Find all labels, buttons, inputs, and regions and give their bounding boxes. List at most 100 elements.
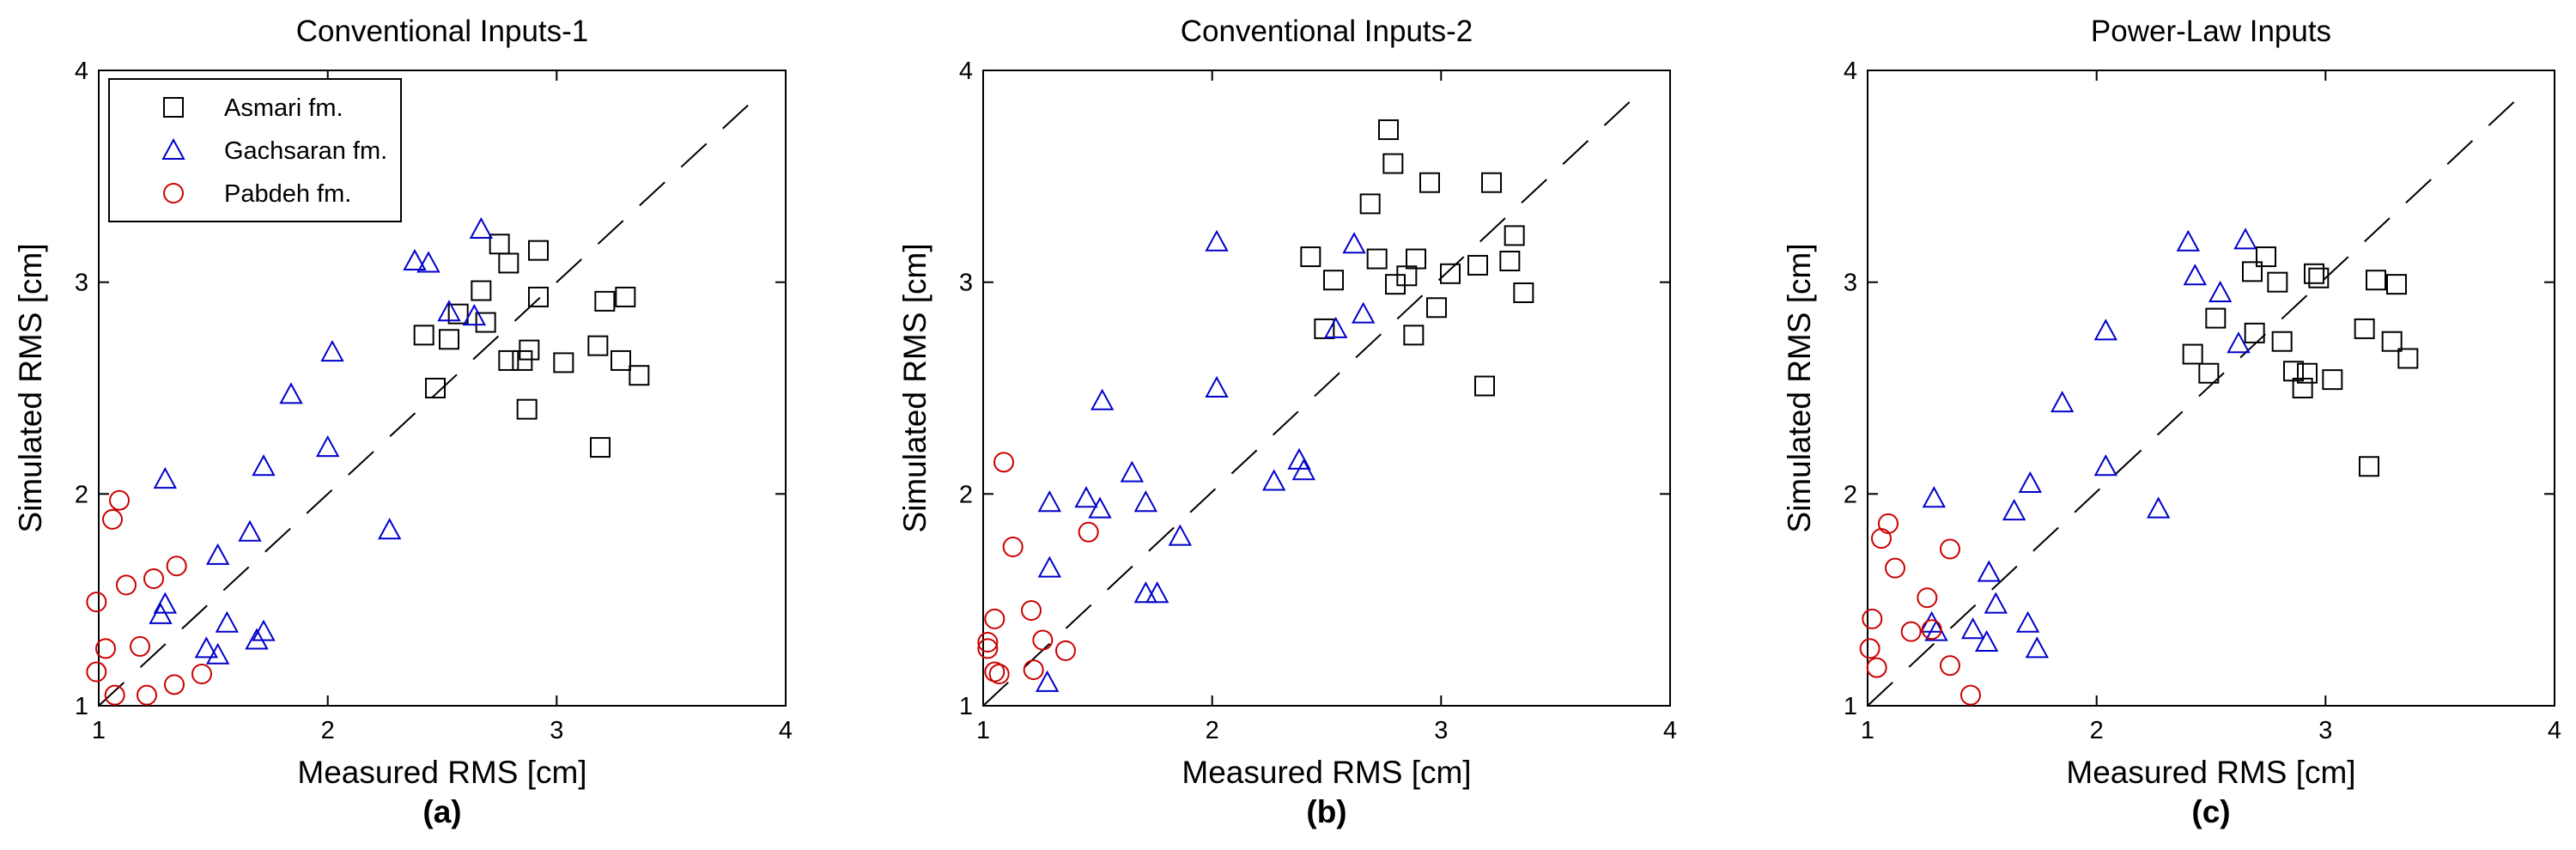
pabdeh-fm-point [1900, 621, 1922, 642]
gachsaran-fm-point [377, 518, 402, 540]
asmari-fm-point [519, 339, 540, 361]
gachsaran-fm-point [320, 339, 344, 362]
asmari-fm-point [1359, 193, 1381, 215]
asmari-fm-point [2244, 322, 2265, 343]
asmari-fm-point [553, 352, 574, 373]
asmari-fm-point [2308, 267, 2330, 288]
panel-c-y-tick-label: 1 [1844, 693, 1857, 720]
panel-c-label: (c) [2191, 794, 2230, 829]
asmari-fm-point [615, 286, 636, 307]
panel-b-y-axis-label: Simulated RMS [cm] [897, 243, 933, 532]
asmari-fm-point [587, 335, 609, 356]
panel-b-x-tick-label: 4 [1663, 717, 1677, 744]
gachsaran-fm-point [2015, 610, 2040, 633]
pabdeh-fm-point [1940, 538, 1960, 560]
panel-c-tick-marks [1868, 70, 2555, 706]
gachsaran-fm-point [2093, 454, 2118, 477]
gachsaran-fm-point [2227, 331, 2251, 354]
asmari-fm-point [2359, 456, 2379, 477]
panel-c-x-tick-label: 4 [2548, 717, 2561, 744]
gachsaran-fm-point [205, 543, 230, 565]
legend-label-asmari: Asmari fm. [224, 94, 343, 122]
panel-a-reference-line [98, 101, 752, 707]
asmari-fm-point [2182, 343, 2203, 365]
asmari-fm-point [498, 252, 519, 274]
gachsaran-fm-point [1960, 617, 1985, 640]
gachsaran-fm-point [1120, 460, 1145, 483]
pabdeh-fm-point [166, 556, 187, 577]
asmari-fm-point [2304, 263, 2324, 284]
asmari-fm-point [2381, 331, 2403, 352]
panel-c-plot-frame [1867, 70, 2555, 707]
panel-b-y-tick-label: 3 [959, 270, 973, 297]
asmari-fm-point [1396, 265, 1418, 287]
pabdeh-fm-point [1940, 655, 1960, 677]
gachsaran-fm-point [2176, 229, 2201, 252]
panel-b-y-tick-label: 4 [959, 58, 973, 85]
gachsaran-fm-point [2208, 280, 2233, 302]
panel-a-y-ticks: 1 2 3 4 [75, 58, 88, 720]
panel-a-y-tick-label: 1 [75, 693, 88, 720]
pabdeh-fm-point [977, 638, 999, 659]
pabdeh-fm-point [1055, 640, 1076, 661]
panel-b-y-tick-label: 1 [959, 693, 973, 720]
gachsaran-fm-point [1074, 486, 1098, 508]
panel-c: Power-Law Inputs 1 2 3 4 1 2 3 4 Measure… [1782, 15, 2561, 829]
gachsaran-fm-point [1133, 581, 1158, 604]
gachsaran-fm-point [403, 248, 427, 270]
panel-a-y-tick-label: 2 [75, 481, 88, 508]
asmari-fm-point [594, 290, 616, 312]
gachsaran-fm-point [2183, 264, 2208, 286]
gachsaran-fm-point [1974, 629, 1999, 652]
pabdeh-fm-point [191, 664, 212, 684]
gachsaran-fm-point [2025, 636, 2050, 659]
gachsaran-fm-point [2146, 496, 2171, 519]
pabdeh-fm-point [130, 635, 150, 657]
panel-c-y-axis-label: Simulated RMS [cm] [1782, 243, 1817, 532]
panel-b-plot-frame [982, 70, 1671, 707]
legend-label-pabdeh: Pabdeh fm. [224, 180, 351, 208]
asmari-fm-point [498, 349, 519, 371]
pabdeh-fm-point [1960, 684, 1981, 706]
gachsaran-fm-point [252, 454, 276, 477]
pabdeh-fm-point [102, 508, 123, 530]
asmari-fm-point [512, 349, 533, 371]
gachsaran-fm-point [1977, 560, 2002, 582]
panel-b-x-axis-label: Measured RMS [cm] [1182, 755, 1471, 790]
legend-marker-asmari [163, 97, 184, 118]
gachsaran-fm-point [2233, 228, 2257, 250]
panel-c-x-ticks: 1 2 3 4 [1861, 717, 2561, 744]
pabdeh-fm-point [1032, 629, 1054, 651]
gachsaran-fm-point [2050, 391, 2075, 413]
gachsaran-fm-point [1205, 375, 1229, 398]
pabdeh-fm-point [1023, 659, 1044, 681]
asmari-fm-point [1499, 251, 1521, 271]
panel-a-plot-frame [98, 70, 787, 707]
gachsaran-fm-point [149, 602, 173, 624]
gachsaran-fm-point [1037, 490, 1062, 513]
asmari-fm-point [1419, 172, 1440, 193]
pabdeh-fm-point [86, 592, 107, 613]
asmari-fm-point [475, 312, 496, 333]
pabdeh-fm-point [1878, 513, 1899, 534]
panel-b-y-ticks: 1 2 3 4 [959, 58, 973, 720]
asmari-fm-point [629, 365, 650, 386]
panel-a-x-tick-label: 1 [92, 717, 106, 744]
asmari-fm-point [413, 325, 434, 346]
asmari-fm-point [1323, 270, 1344, 291]
asmari-fm-point [1474, 375, 1495, 397]
asmari-fm-point [1481, 172, 1502, 193]
pabdeh-fm-point [1871, 528, 1892, 549]
asmari-fm-point [2292, 378, 2313, 398]
asmari-fm-point [516, 398, 538, 420]
pabdeh-fm-point [1921, 619, 1942, 641]
pabdeh-fm-point [86, 661, 107, 683]
panel-b-x-tick-label: 1 [976, 717, 990, 744]
asmari-fm-point [2322, 369, 2343, 391]
pabdeh-fm-point [1859, 638, 1880, 659]
asmari-fm-point [2267, 271, 2288, 293]
panel-a-x-tick-label: 2 [321, 717, 335, 744]
gachsaran-fm-point [252, 619, 276, 641]
gachsaran-fm-point [245, 628, 269, 650]
panel-a-y-tick-label: 4 [75, 58, 88, 85]
